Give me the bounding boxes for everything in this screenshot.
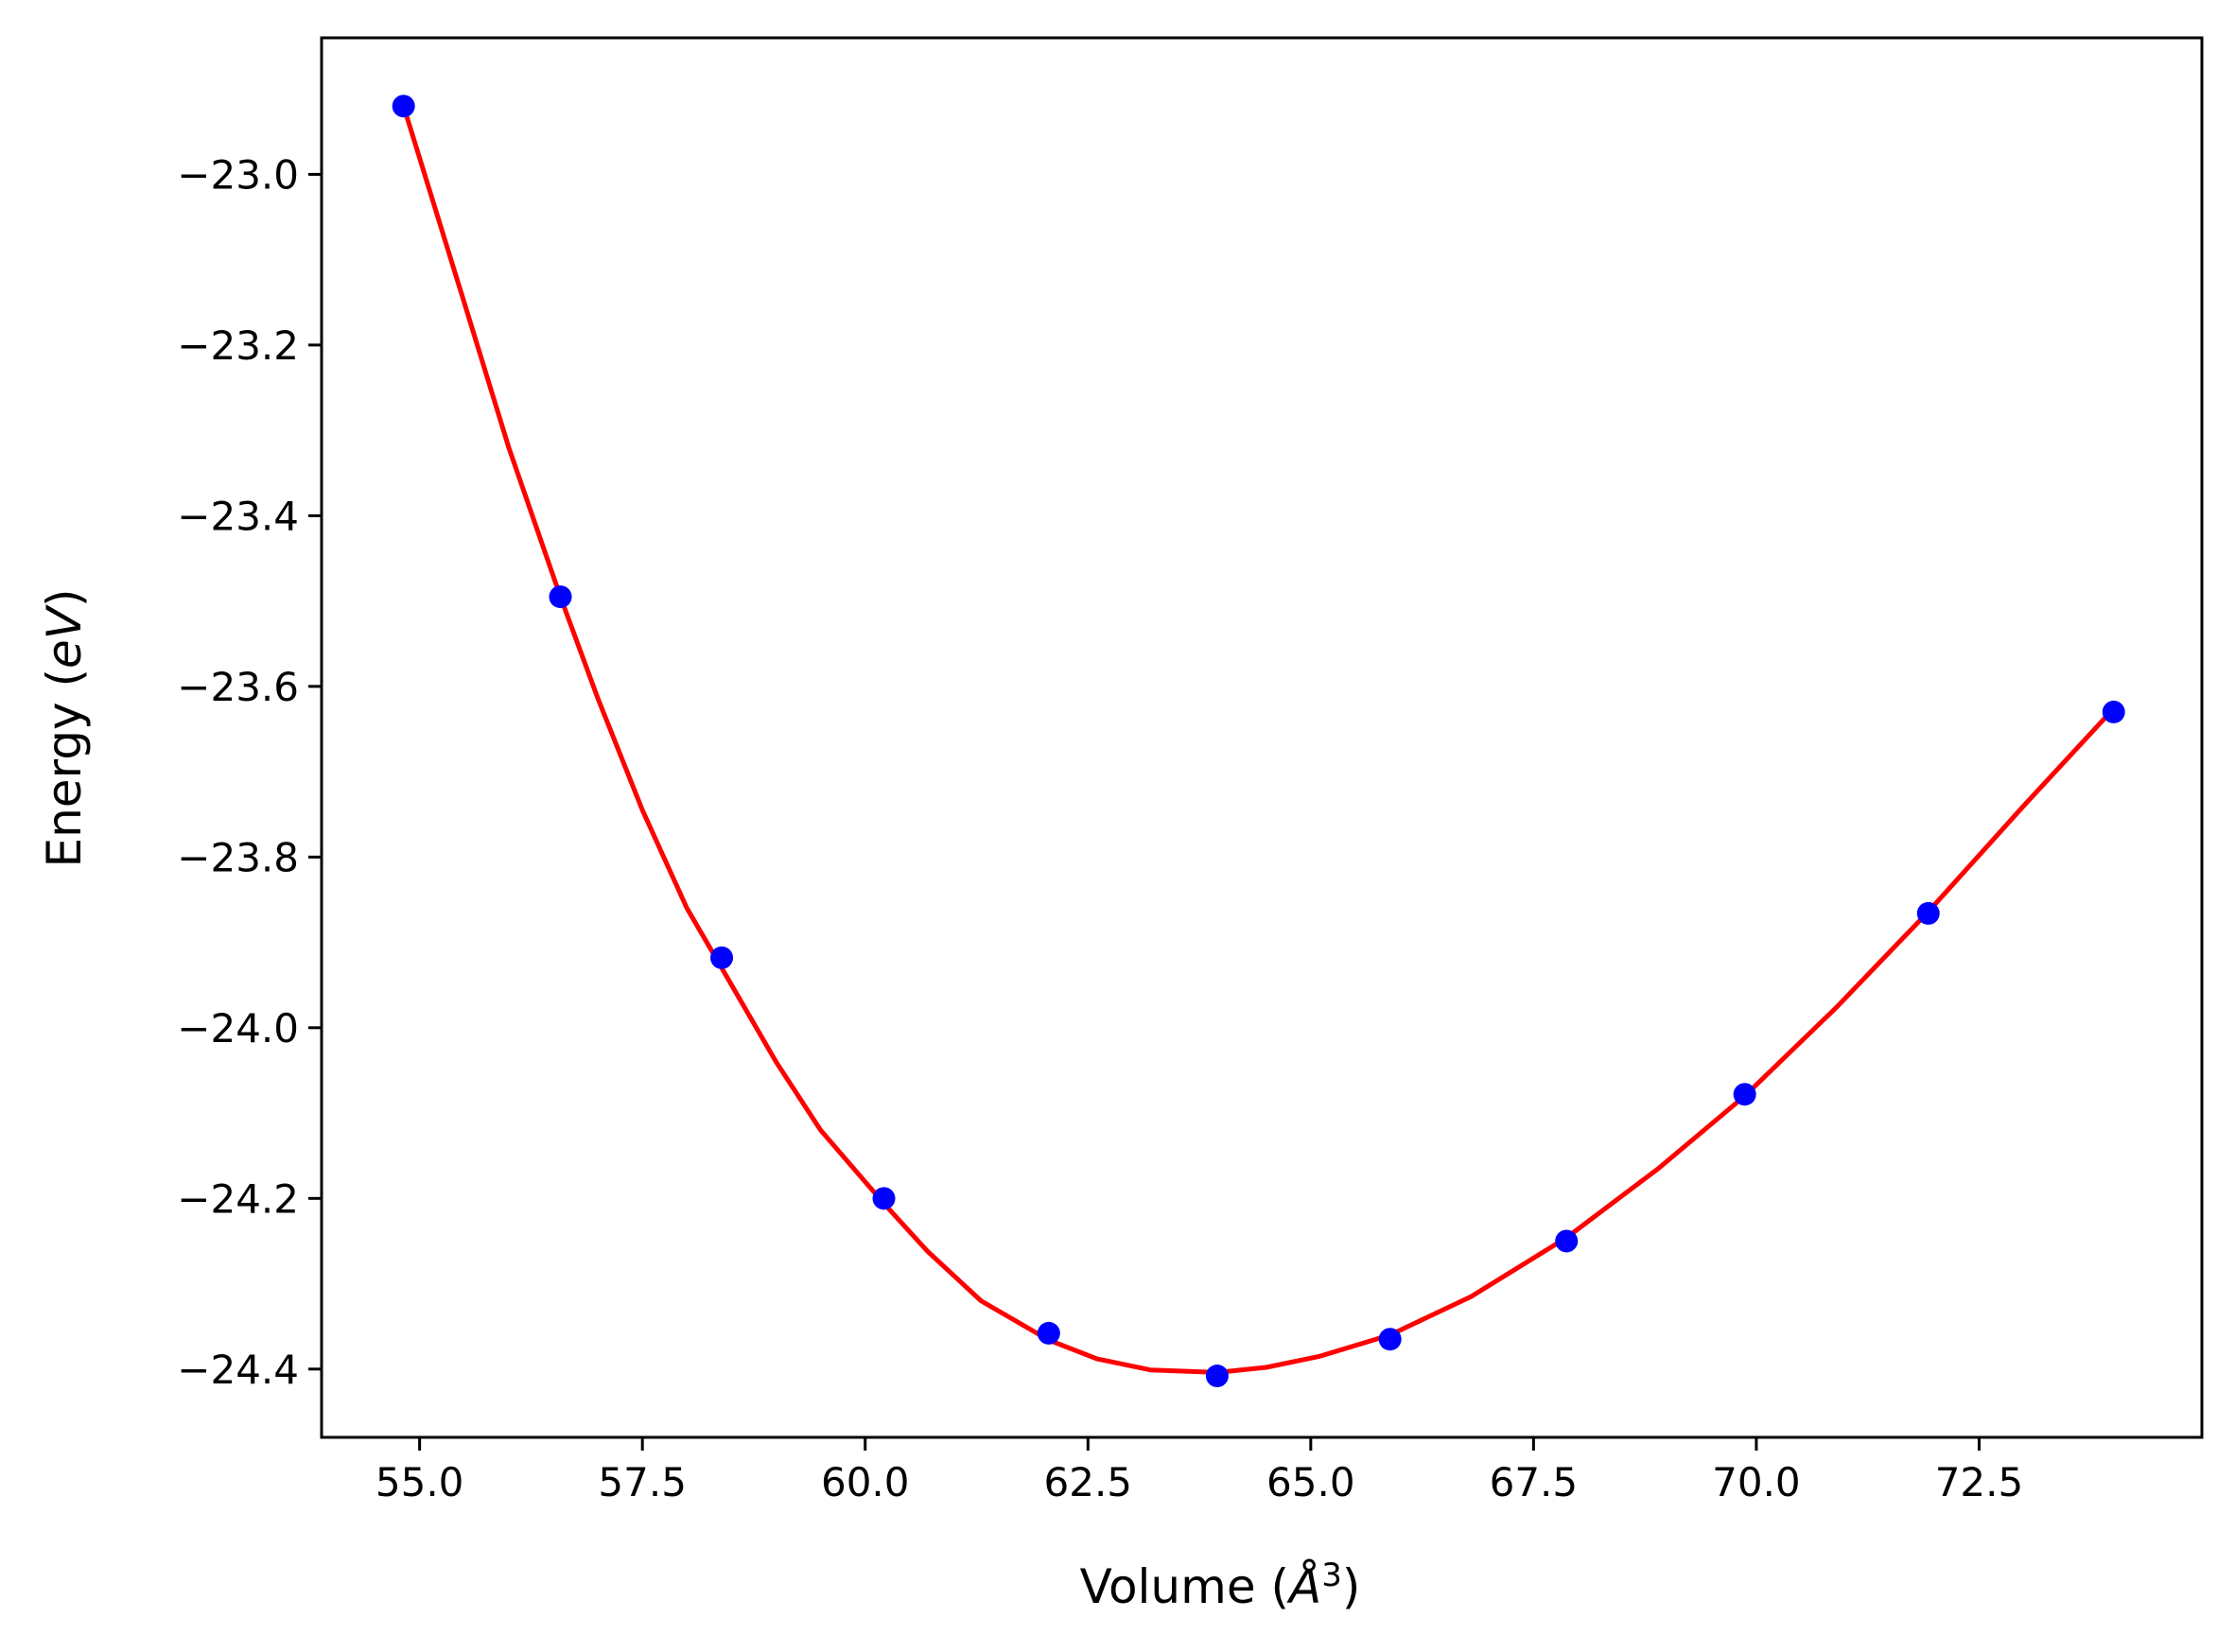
fit-curve-layer [401,103,2117,1375]
data-point [549,585,572,609]
x-tick-label: 55.0 [375,1459,464,1505]
x-axis-label-superscript: 3 [1321,1556,1342,1594]
y-tick-label: −24.4 [177,1347,299,1393]
x-tick-label: 72.5 [1935,1459,2024,1505]
y-tick-label: −23.2 [177,322,299,369]
data-point [1916,901,1940,925]
y-tick-label: −24.2 [177,1175,299,1222]
data-point [872,1187,896,1210]
x-axis-label-symbol: Å [1286,1559,1321,1614]
y-tick-label: −23.0 [177,151,299,198]
y-tick-label: −23.4 [177,493,299,539]
data-point [1733,1083,1756,1106]
x-axis-label-suffix: ) [1342,1559,1361,1614]
data-points-layer [392,95,2125,1388]
y-axis-ticks: −23.0 −23.2 −23.4 −23.6 −23.8 −24.0 −24.2 −24.4 [177,151,322,1393]
y-tick-label: −24.0 [177,1005,299,1052]
fit-curve-line [401,103,2117,1375]
x-axis-ticks: 55.0 57.5 60.0 62.5 65.0 67.5 70.0 72.5 [375,1437,2023,1505]
data-point [710,946,734,969]
data-point [1378,1328,1402,1351]
y-axis-label-symbol: eV [37,603,92,669]
y-axis-label-prefix: Energy ( [37,669,92,867]
plot-area [320,36,2204,1439]
x-tick-label: 65.0 [1266,1459,1355,1505]
data-point [1205,1365,1229,1388]
data-point [2102,700,2125,723]
y-axis-label: Energy (eV) [37,589,92,868]
x-axis-label: Volume (Å3) [1080,1556,1361,1614]
x-tick-label: 57.5 [598,1459,687,1505]
x-tick-label: 62.5 [1044,1459,1133,1505]
x-tick-label: 70.0 [1712,1459,1801,1505]
x-tick-label: 60.0 [821,1459,910,1505]
data-point [392,95,415,118]
y-axis-label-suffix: ) [37,589,92,608]
plot-frame [320,36,2204,1439]
data-point [1555,1229,1579,1253]
y-tick-label: −23.6 [177,664,299,710]
data-point [1037,1321,1060,1345]
x-tick-label: 67.5 [1490,1459,1579,1505]
x-axis-label-prefix: Volume ( [1080,1559,1289,1614]
y-tick-label: −23.8 [177,834,299,880]
